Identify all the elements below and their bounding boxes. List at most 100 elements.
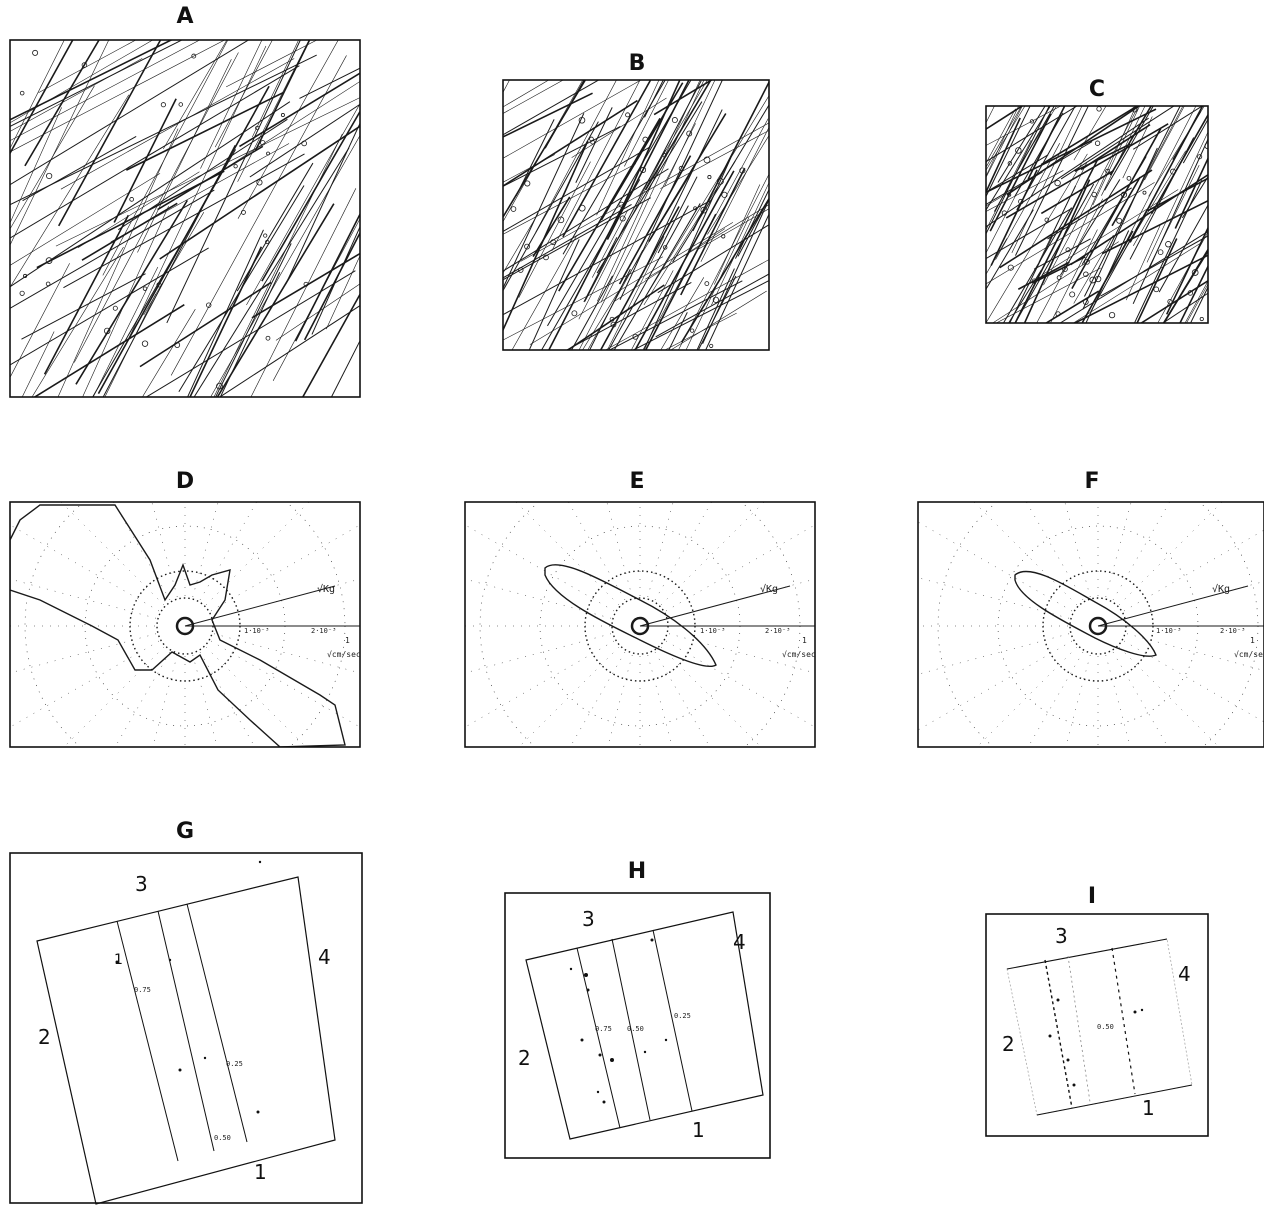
- block-band-line: [186, 903, 248, 1143]
- tick-label-2: 2·10⁻³: [311, 627, 336, 635]
- polar-ray: [568, 502, 626, 601]
- fracture-intersection-marker: [557, 216, 565, 224]
- fracture-trace: [562, 80, 666, 255]
- fracture-trace: [33, 303, 185, 397]
- fracture-trace: [1096, 150, 1186, 297]
- fracture-trace: [246, 103, 360, 306]
- fracture-trace: [1174, 156, 1208, 229]
- fracture-trace: [653, 80, 714, 116]
- fracture-trace: [608, 280, 743, 350]
- fracture-trace: [986, 106, 1031, 198]
- fracture-intersection-marker: [686, 130, 693, 137]
- fracture-trace: [503, 197, 651, 281]
- fracture-trace: [986, 117, 1021, 194]
- fracture-trace: [75, 199, 189, 385]
- tick-label-2: 2·10⁻³: [765, 627, 790, 635]
- fracture-trace: [163, 40, 228, 150]
- fracture-intersection-marker: [693, 206, 698, 211]
- fracture-trace: [1009, 235, 1054, 323]
- fracture-intersection-marker: [1167, 299, 1173, 305]
- fracture-trace: [696, 268, 735, 350]
- fracture-trace: [986, 108, 1157, 194]
- polar-ray: [192, 654, 218, 747]
- fracture-trace: [1006, 106, 1141, 196]
- fracture-trace: [668, 312, 688, 350]
- fracture-intersection-marker: [156, 282, 162, 288]
- fracture-trace: [142, 309, 196, 397]
- fracture-trace: [599, 206, 680, 350]
- block-value: 0.50: [214, 1134, 231, 1142]
- block-value: 0.50: [1097, 1023, 1114, 1031]
- fracture-trace: [10, 189, 215, 309]
- fracture-trace: [997, 106, 1046, 183]
- fracture-trace: [10, 263, 70, 379]
- fracture-trace: [1186, 283, 1208, 323]
- polar-ray: [1112, 502, 1170, 601]
- fracture-intersection-marker: [589, 136, 594, 142]
- fracture-trace: [102, 144, 236, 397]
- polar-ray: [661, 647, 762, 747]
- fracture-trace: [73, 52, 239, 363]
- polar-ray: [206, 647, 307, 747]
- panel-frame-a: [9, 39, 361, 398]
- block-side-label-g2: 2: [38, 1025, 51, 1049]
- polar-ray: [918, 577, 1070, 619]
- polar-center: [1088, 616, 1108, 636]
- fracture-trace: [503, 140, 589, 332]
- block-side-label-i4: 4: [1178, 962, 1191, 986]
- fracture-trace: [986, 106, 1026, 171]
- fracture-trace: [1158, 204, 1208, 293]
- polar-ray: [199, 502, 257, 601]
- fracture-trace: [619, 80, 723, 301]
- panel-title-f: F: [1084, 469, 1100, 494]
- fracture-trace: [664, 80, 716, 187]
- fracture-intersection-marker: [1091, 191, 1097, 198]
- fracture-trace: [1081, 156, 1147, 265]
- fracture-trace: [990, 169, 1038, 266]
- fracture-intersection-marker: [578, 116, 586, 124]
- fracture-trace: [643, 188, 718, 306]
- fracture-intersection-marker: [1199, 316, 1204, 322]
- polar-ray: [606, 502, 633, 598]
- fracture-trace: [989, 113, 1052, 232]
- fracture-trace: [582, 171, 693, 350]
- fracture-trace: [657, 176, 698, 254]
- fracture-intersection-marker: [689, 328, 695, 333]
- fracture-trace: [618, 155, 692, 285]
- block-band-line: [576, 947, 621, 1129]
- fracture-trace: [570, 275, 614, 350]
- fracture-intersection-marker: [1126, 175, 1132, 181]
- fracture-intersection-marker: [141, 340, 149, 347]
- polar-ray: [1123, 529, 1264, 612]
- fracture-intersection-marker: [280, 113, 285, 118]
- fracture-trace: [250, 188, 357, 397]
- fracture-trace: [634, 170, 735, 350]
- fracture-trace: [606, 80, 690, 240]
- fracture-trace: [503, 80, 564, 114]
- fracture-trace: [503, 203, 632, 279]
- fracture-trace: [128, 45, 267, 340]
- fracture-trace: [1111, 176, 1141, 227]
- fracture-intersection-marker: [112, 305, 118, 311]
- fracture-intersection-marker: [578, 204, 586, 212]
- block-band-line: [116, 920, 179, 1162]
- fracture-trace: [10, 40, 183, 128]
- polar-ray: [465, 578, 612, 619]
- fracture-trace: [547, 193, 631, 350]
- fracture-trace: [1043, 106, 1139, 286]
- fracture-trace: [36, 170, 225, 269]
- fracture-intersection-marker: [46, 172, 53, 180]
- fracture-intersection-marker: [712, 296, 719, 303]
- panel-title-c: C: [1088, 77, 1106, 102]
- polar-ray: [465, 524, 615, 612]
- fracture-trace: [565, 281, 692, 350]
- fracture-trace: [986, 209, 1034, 291]
- fracture-intersection-marker: [1116, 217, 1123, 224]
- fracture-trace: [986, 106, 1023, 179]
- fracture-intersection-marker: [1031, 278, 1037, 284]
- fracture-trace: [1049, 185, 1077, 240]
- fracture-intersection-marker: [707, 175, 712, 180]
- polar-plot-e: [465, 502, 815, 747]
- polar-ray: [647, 654, 673, 747]
- tick-label-1: 1·10⁻³: [1156, 627, 1181, 635]
